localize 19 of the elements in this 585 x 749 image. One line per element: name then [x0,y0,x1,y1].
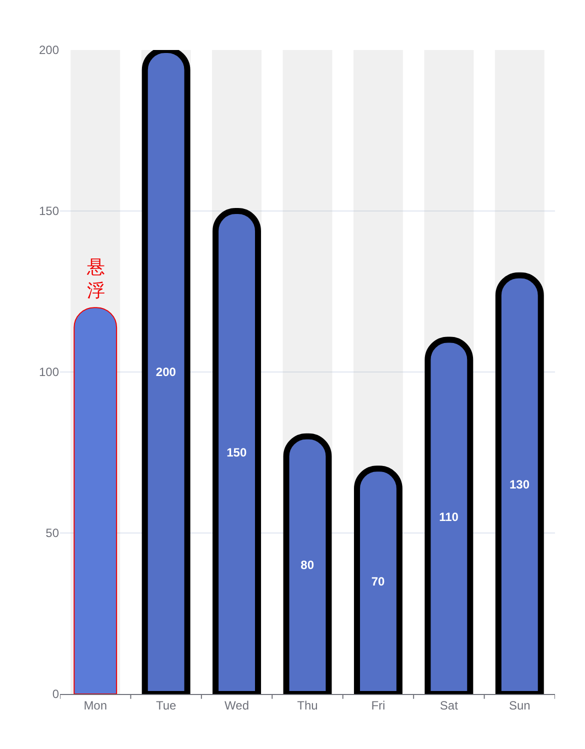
data-label: 200 [156,365,176,379]
x-tick-label: Thu [297,698,318,712]
data-label: 110 [439,510,459,524]
data-label: 130 [509,478,530,492]
data-label: 80 [300,558,314,572]
y-tick-label: 150 [38,204,60,218]
x-tick-label: Sun [508,698,530,712]
x-tick-label: Mon [84,698,108,712]
y-tick-label: 100 [38,365,60,380]
x-tick-label: Tue [156,698,177,712]
y-tick-label: 50 [46,526,60,540]
x-tick-label: Sat [440,698,459,712]
annotation: 悬浮 [86,257,105,300]
x-tick-label: Fri [371,698,386,712]
y-tick-label: 200 [38,43,60,58]
y-tick-label: 0 [52,687,60,702]
x-tick-label: Wed [224,698,250,712]
data-label: 70 [371,574,386,588]
data-label: 150 [226,446,247,460]
